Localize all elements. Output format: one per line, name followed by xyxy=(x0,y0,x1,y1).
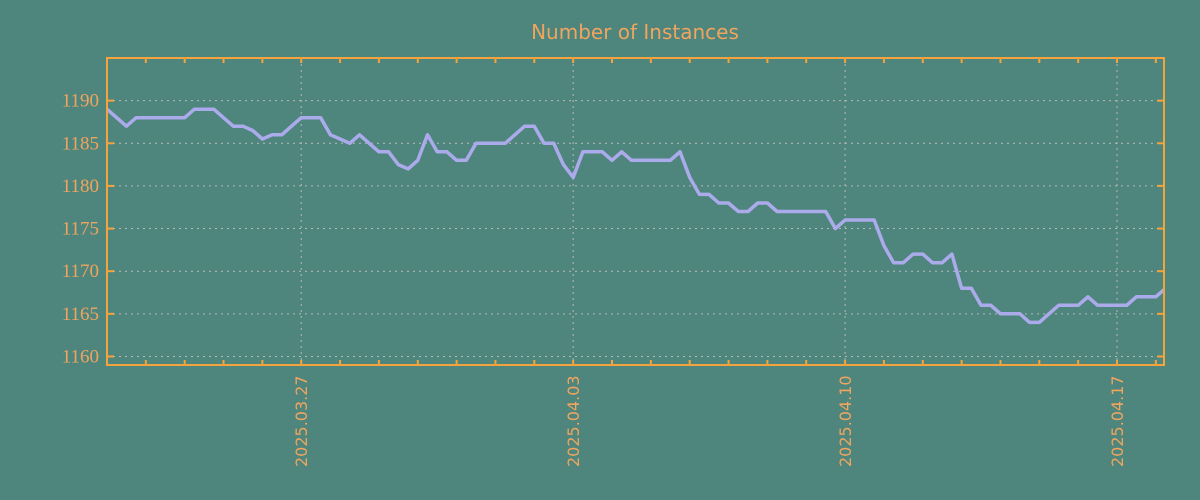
y-axis-label: 1180 xyxy=(62,176,99,197)
y-axis-labels: 1160 1165 1170 1175 1180 1185 1190 xyxy=(62,91,99,368)
y-axis-label: 1160 xyxy=(62,346,99,367)
x-axis-label: 2025.04.03 xyxy=(564,375,583,467)
y-axis-label: 1175 xyxy=(62,219,99,240)
y-axis-label: 1165 xyxy=(62,304,99,325)
x-axis-label: 2025.04.17 xyxy=(1108,375,1127,467)
x-axis-label: 2025.04.10 xyxy=(836,375,855,467)
series-group xyxy=(107,107,1164,325)
series-line xyxy=(107,107,1164,325)
axis-ticks xyxy=(107,58,1164,365)
x-axis-labels: 2025.03.27 2025.04.03 2025.04.10 2025.04.17 xyxy=(292,375,1127,467)
y-axis-label: 1185 xyxy=(62,133,99,154)
x-axis-label: 2025.03.27 xyxy=(292,375,311,467)
plot-border xyxy=(106,57,1165,366)
chart-title: Number of Instances xyxy=(531,20,739,44)
y-axis-label: 1190 xyxy=(62,91,99,112)
y-axis-label: 1170 xyxy=(62,261,99,282)
gridlines xyxy=(107,58,1164,365)
